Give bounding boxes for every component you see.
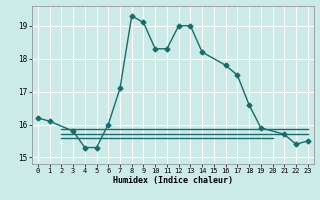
X-axis label: Humidex (Indice chaleur): Humidex (Indice chaleur): [113, 176, 233, 185]
